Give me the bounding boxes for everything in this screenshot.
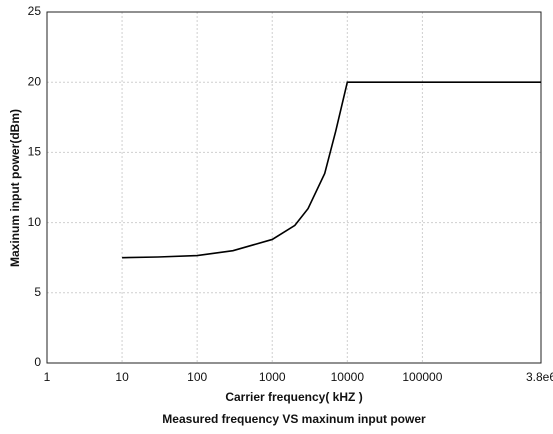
x-axis-label: Carrier frequency( kHZ ) [225, 390, 362, 404]
y-tick-label: 20 [28, 74, 42, 88]
x-tick-label: 10000 [331, 370, 365, 384]
y-axis-label: Maxinum input power(dBm) [8, 109, 22, 267]
x-tick-label: 3.8e6 [526, 370, 553, 384]
y-tick-label: 15 [28, 145, 42, 159]
x-tick-label: 100 [187, 370, 207, 384]
y-tick-label: 5 [34, 285, 41, 299]
y-tick-label: 25 [28, 4, 42, 18]
chart-title: Measured frequency VS maxinum input powe… [162, 412, 426, 426]
y-tick-label: 0 [34, 355, 41, 369]
x-tick-label: 1 [44, 370, 51, 384]
x-tick-label: 100000 [402, 370, 442, 384]
y-tick-label: 10 [28, 215, 42, 229]
x-tick-label: 1000 [259, 370, 286, 384]
data-line [122, 81, 541, 259]
x-tick-label: 10 [115, 370, 129, 384]
plot-frame [46, 11, 542, 364]
